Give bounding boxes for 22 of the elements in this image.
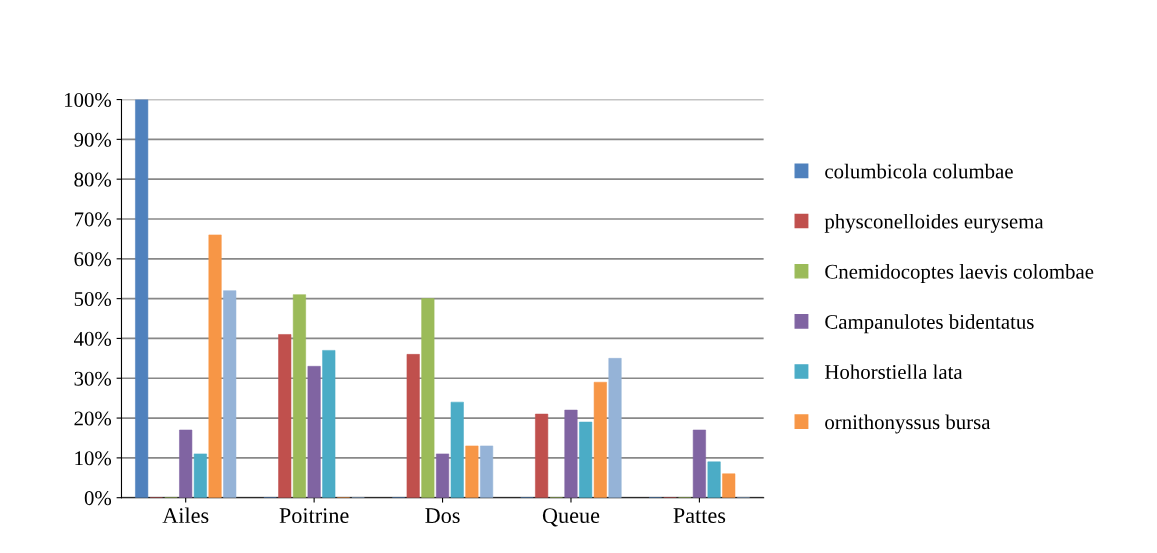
y-tick-label: 10% bbox=[75, 451, 112, 466]
x-tick-label: Queue bbox=[542, 508, 600, 527]
legend-label: columbicola columbae bbox=[825, 163, 1013, 179]
legend-label: Cnemidocoptes laevis colombae bbox=[825, 264, 1094, 283]
y-tick-label: 90% bbox=[74, 132, 112, 147]
y-tick-label: 20% bbox=[74, 411, 112, 426]
legend-label: Campanulotes bidentatus bbox=[825, 314, 1034, 334]
y-tick-label: 0% bbox=[84, 491, 112, 506]
x-tick-label: Dos bbox=[425, 508, 460, 524]
y-tick-label: 60% bbox=[74, 252, 112, 267]
legend-label: physconelloides eurysema bbox=[824, 213, 1044, 233]
y-tick-label: 40% bbox=[73, 331, 112, 346]
x-tick-label: Ailes bbox=[162, 507, 209, 524]
x-tick-label: Pattes bbox=[673, 508, 726, 524]
legend-label: Hohorstiella lata bbox=[824, 364, 963, 380]
y-tick-label: 100% bbox=[64, 92, 112, 108]
y-tick-label: 80% bbox=[74, 172, 112, 187]
x-tick-label: Poitrine bbox=[279, 508, 349, 524]
y-tick-label: 50% bbox=[74, 291, 112, 307]
y-tick-label: 70% bbox=[74, 212, 112, 227]
legend-label: ornithonyssus bursa bbox=[825, 414, 991, 434]
y-tick-label: 30% bbox=[74, 371, 112, 386]
